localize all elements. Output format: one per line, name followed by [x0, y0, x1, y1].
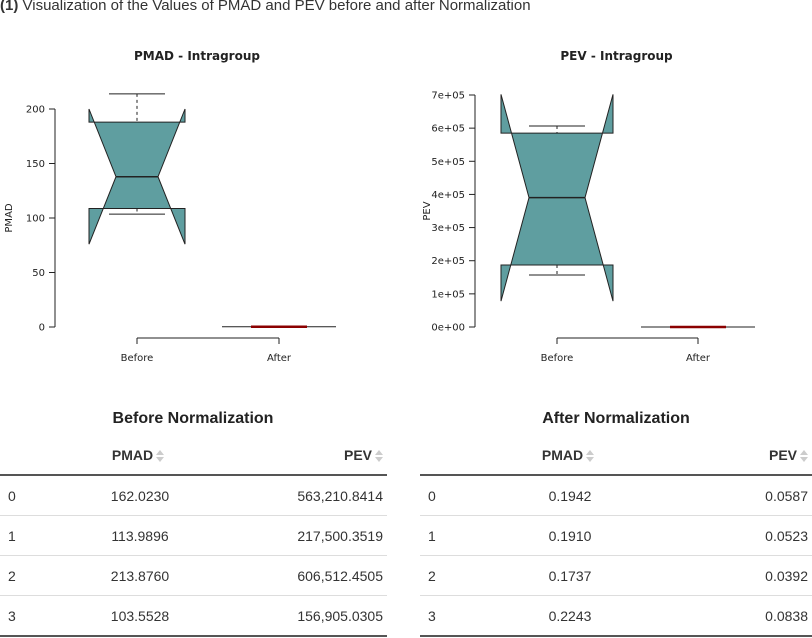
row-index: 2: [420, 555, 500, 596]
y-tick-label: 0e+00: [431, 323, 465, 334]
x-tick-label: Before: [121, 353, 154, 364]
cell-pmad: 113.9896: [70, 515, 210, 556]
col-pev-header[interactable]: PEV: [640, 436, 812, 476]
cell-pmad: 0.1942: [500, 474, 640, 516]
cell-pmad: 0.1910: [500, 515, 640, 556]
y-tick-label: 6e+05: [431, 124, 465, 135]
cell-pev: 0.0838: [640, 595, 812, 637]
row-index: 3: [420, 595, 500, 637]
y-tick-label: 7e+05: [431, 91, 465, 102]
table-after: PMAD PEV 0 0.1942 0.0587 1 0.1910 0.0523 2 0.…: [420, 436, 812, 637]
y-tick-label: 200: [26, 105, 45, 116]
boxplot-pev: PEV - Intragroup 0e+00 1e+05 2e+05 3e+05 4e+0…: [422, 49, 755, 364]
y-tick-label: 5e+05: [431, 157, 465, 168]
row-index: 0: [420, 474, 500, 516]
table-row: 2 0.1737 0.0392: [420, 555, 812, 596]
table-before: PMAD PEV 0 162.0230 563,210.8414 1 113.9896…: [0, 436, 387, 637]
table-row: 3 0.2243 0.0838: [420, 595, 812, 637]
table-row: 3 103.5528 156,905.0305: [0, 595, 387, 637]
table-row: 0 0.1942 0.0587: [420, 474, 812, 516]
cell-pmad: 213.8760: [70, 555, 210, 596]
table-row: 0 162.0230 563,210.8414: [0, 474, 387, 516]
table-row: 1 113.9896 217,500.3519: [0, 515, 387, 556]
col-pmad-label: PMAD: [111, 447, 154, 463]
x-tick-label: After: [686, 353, 711, 364]
col-pev-header[interactable]: PEV: [210, 436, 387, 476]
table-header-row: PMAD PEV: [420, 436, 812, 476]
col-pmad-header[interactable]: PMAD: [70, 436, 210, 476]
table-row: 2 213.8760 606,512.4505: [0, 555, 387, 596]
cell-pmad: 162.0230: [70, 474, 210, 516]
sort-icon[interactable]: [375, 450, 383, 463]
col-index-header: [0, 436, 70, 476]
y-tick-label: 0: [39, 323, 45, 334]
y-tick-label: 3e+05: [431, 223, 465, 234]
cell-pev: 606,512.4505: [210, 555, 387, 596]
y-axis-label: PMAD: [4, 203, 15, 232]
table-title-after: After Normalization: [542, 410, 690, 427]
y-tick-label: 2e+05: [431, 256, 465, 267]
y-tick-label: 100: [26, 214, 45, 225]
plot-title: PMAD - Intragroup: [134, 49, 260, 63]
y-axis-label: PEV: [422, 201, 433, 220]
table-header-row: PMAD PEV: [0, 436, 387, 476]
sort-icon[interactable]: [800, 450, 808, 463]
col-pev-label: PEV: [343, 447, 372, 463]
cell-pev: 217,500.3519: [210, 515, 387, 556]
sort-icon[interactable]: [586, 450, 595, 463]
plot-title: PEV - Intragroup: [560, 49, 673, 63]
cell-pev: 0.0587: [640, 474, 812, 516]
section-number: (1): [0, 0, 19, 14]
x-tick-label: Before: [541, 353, 574, 364]
cell-pmad: 0.2243: [500, 595, 640, 637]
row-index: 2: [0, 555, 70, 596]
boxplot-pmad: PMAD - Intragroup 0 50 100 150 200 PMAD Before A…: [4, 49, 336, 364]
col-pmad-label: PMAD: [541, 447, 584, 463]
cell-pmad: 0.1737: [500, 555, 640, 596]
y-tick-label: 4e+05: [431, 190, 465, 201]
row-index: 1: [420, 515, 500, 556]
sort-icon[interactable]: [156, 450, 165, 463]
table-title-before: Before Normalization: [112, 410, 274, 427]
cell-pev: 0.0392: [640, 555, 812, 596]
row-index: 3: [0, 595, 70, 637]
y-tick-label: 50: [32, 268, 45, 279]
col-pmad-header[interactable]: PMAD: [500, 436, 640, 476]
row-index: 1: [0, 515, 70, 556]
y-tick-label: 150: [26, 159, 45, 170]
y-tick-label: 1e+05: [431, 289, 465, 300]
cell-pmad: 103.5528: [70, 595, 210, 637]
page-title: (1) Visualization of the Values of PMAD …: [0, 0, 531, 14]
x-tick-label: After: [267, 353, 292, 364]
cell-pev: 563,210.8414: [210, 474, 387, 516]
cell-pev: 0.0523: [640, 515, 812, 556]
section-title: Visualization of the Values of PMAD and …: [22, 0, 531, 14]
table-row: 1 0.1910 0.0523: [420, 515, 812, 556]
row-index: 0: [0, 474, 70, 516]
col-pev-label: PEV: [768, 447, 797, 463]
cell-pev: 156,905.0305: [210, 595, 387, 637]
col-index-header: [420, 436, 500, 476]
